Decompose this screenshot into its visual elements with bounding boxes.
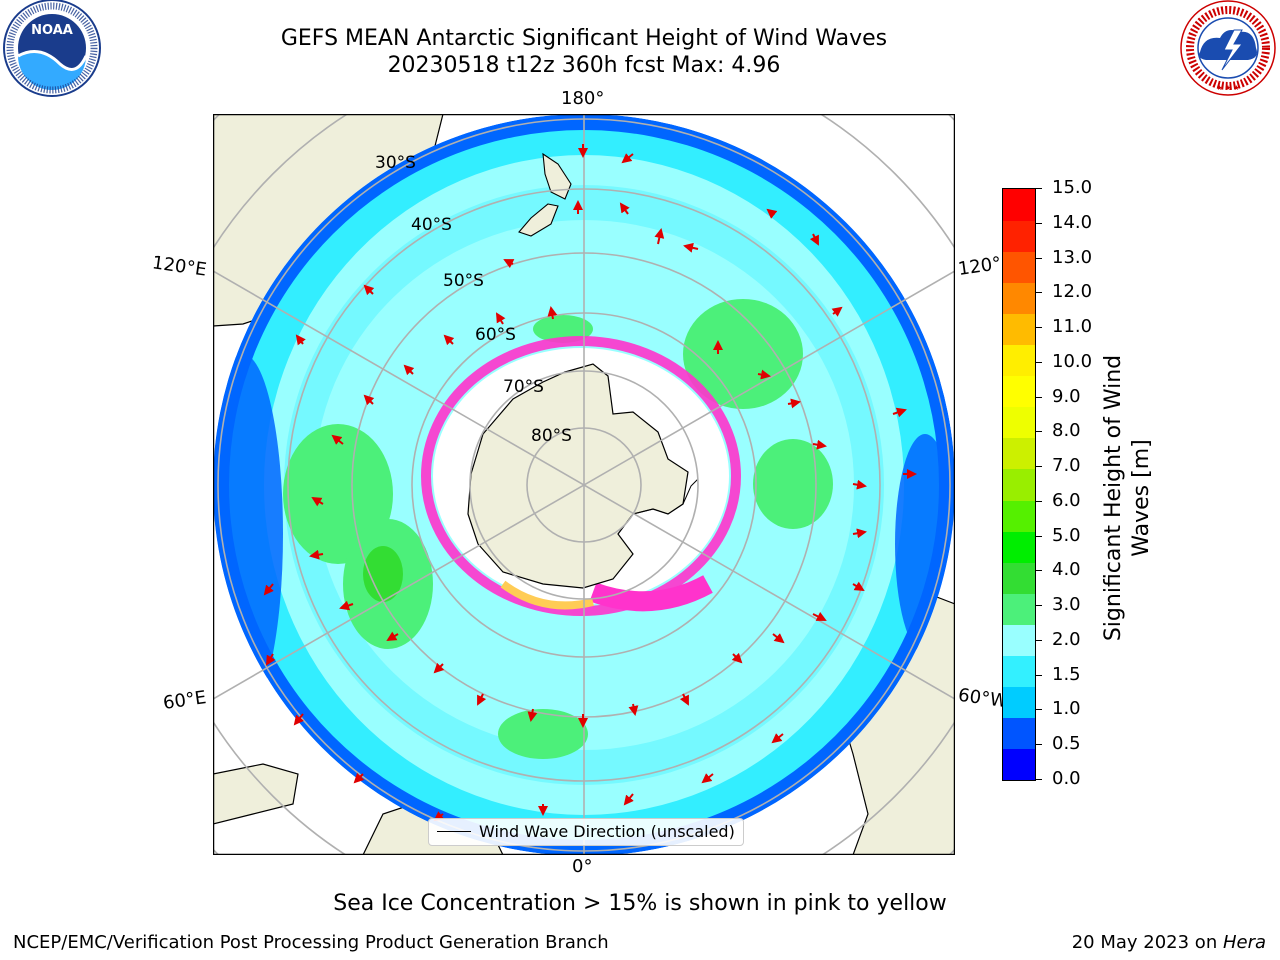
- colorbar-segment: [1003, 313, 1035, 345]
- colorbar-tick-label: 1.0: [1052, 698, 1081, 720]
- colorbar-segment: [1003, 748, 1035, 781]
- lon-label-60e: 60°E: [161, 687, 208, 714]
- colorbar-segment: [1003, 686, 1035, 719]
- colorbar-tick-mark: [1036, 222, 1042, 224]
- colorbar-segment: [1003, 375, 1035, 408]
- colorbar-segment: [1003, 562, 1035, 594]
- legend-label: Wind Wave Direction (unscaled): [479, 822, 735, 841]
- colorbar-segment: [1003, 468, 1035, 501]
- colorbar-tick-label: 8.0: [1052, 420, 1081, 442]
- colorbar-tick-label: 0.5: [1052, 733, 1081, 755]
- colorbar-tick-label: 6.0: [1052, 489, 1081, 511]
- lon-label-0: 0°: [572, 856, 593, 877]
- polar-map: 30°S 40°S 50°S 60°S 70°S 80°S: [213, 114, 955, 855]
- new-zealand-south: [518, 203, 559, 237]
- colorbar-tick-label: 5.0: [1052, 524, 1081, 546]
- nws-logo: ★ ★ ★: [1178, 0, 1278, 100]
- lon-label-120w: 120°: [956, 253, 1003, 280]
- colorbar-tick-mark: [1036, 292, 1042, 294]
- colorbar-title-line1: Significant Height of Wind: [1101, 354, 1126, 642]
- colorbar-tick-label: 4.0: [1052, 559, 1081, 581]
- lon-label-120e: 120°E: [150, 252, 208, 281]
- colorbar-tick-label: 3.0: [1052, 594, 1081, 616]
- lat-label-60s: 60°S: [475, 325, 516, 345]
- colorbar-tick-mark: [1036, 188, 1042, 189]
- colorbar-title-line2: Waves [m]: [1129, 439, 1154, 557]
- colorbar-segment: [1003, 717, 1035, 750]
- colorbar-tick-label: 0.0: [1052, 768, 1081, 789]
- footer-date-text: 20 May 2023 on: [1071, 932, 1223, 953]
- colorbar-tick-mark: [1036, 709, 1042, 711]
- colorbar-tick-label: 15.0: [1052, 177, 1093, 198]
- colorbar-tick-label: 2.0: [1052, 628, 1081, 650]
- colorbar-tick-label: 12.0: [1052, 281, 1093, 303]
- colorbar-segment: [1003, 531, 1035, 563]
- map-canvas: 30°S 40°S 50°S 60°S 70°S 80°S: [213, 114, 955, 855]
- noaa-logo: NOAA: [0, 0, 104, 100]
- colorbar-tick-mark: [1036, 605, 1042, 607]
- colorbar-segment: [1003, 282, 1035, 314]
- colorbar-tick-label: 7.0: [1052, 455, 1081, 477]
- footer-date: 20 May 2023 on Hera: [1072, 932, 1266, 953]
- colorbar-tick-label: 11.0: [1052, 316, 1093, 338]
- lat-label-30s: 30°S: [375, 153, 416, 173]
- wind-wave-arrows: [263, 144, 917, 822]
- colorbar-segment: [1003, 251, 1035, 283]
- footer-branch: NCEP/EMC/Verification Post Processing Pr…: [13, 932, 609, 953]
- colorbar-segment: [1003, 655, 1035, 688]
- colorbar-tick-label: 10.0: [1052, 350, 1093, 372]
- lat-label-50s: 50°S: [443, 271, 484, 291]
- colorbar-tick-mark: [1036, 466, 1042, 468]
- colorbar-tick-mark: [1036, 744, 1042, 746]
- lat-label-40s: 40°S: [411, 215, 452, 235]
- lat-label-80s: 80°S: [531, 426, 572, 446]
- colorbar-segment: [1003, 437, 1035, 470]
- colorbar-tick-mark: [1036, 327, 1042, 329]
- colorbar-tick-mark: [1036, 500, 1042, 502]
- colorbar-tick-mark: [1036, 779, 1042, 780]
- colorbar-tick-mark: [1036, 535, 1042, 537]
- colorbar-tick-mark: [1036, 431, 1042, 433]
- colorbar-segment: [1003, 189, 1035, 221]
- colorbar-tick-label: 13.0: [1052, 246, 1093, 268]
- svg-text:★ ★ ★: ★ ★ ★: [1216, 84, 1239, 92]
- colorbar-tick-mark: [1036, 361, 1042, 363]
- colorbar: [1002, 188, 1036, 781]
- noaa-logo-text: NOAA: [31, 23, 73, 38]
- lon-label-180: 180°: [561, 88, 605, 109]
- legend-line-icon: [437, 831, 471, 832]
- colorbar-tick-mark: [1036, 396, 1042, 398]
- colorbar-segment: [1003, 500, 1035, 532]
- colorbar-tick-mark: [1036, 674, 1042, 676]
- colorbar-segment: [1003, 220, 1035, 252]
- africa-land: [213, 763, 299, 825]
- colorbar-tick-label: 9.0: [1052, 385, 1081, 407]
- sea-ice-caption: Sea Ice Concentration > 15% is shown in …: [333, 891, 947, 916]
- colorbar-segment: [1003, 406, 1035, 439]
- plot-subtitle: 20230518 t12z 360h fcst Max: 4.96: [387, 53, 781, 78]
- new-zealand-north: [542, 152, 572, 200]
- colorbar-segment: [1003, 593, 1035, 625]
- colorbar-tick-mark: [1036, 570, 1042, 572]
- plot-title: GEFS MEAN Antarctic Significant Height o…: [280, 26, 888, 51]
- colorbar-tick-mark: [1036, 639, 1042, 641]
- colorbar-tick-mark: [1036, 257, 1042, 259]
- colorbar-tick-label: 14.0: [1052, 211, 1093, 233]
- colorbar-title: Significant Height of Wind Waves [m]: [1100, 353, 1156, 643]
- footer-host: Hera: [1222, 932, 1266, 953]
- map-legend: Wind Wave Direction (unscaled): [428, 818, 744, 846]
- colorbar-segment: [1003, 624, 1035, 657]
- colorbar-tick-label: 1.5: [1052, 663, 1081, 685]
- colorbar-segment: [1003, 344, 1035, 377]
- lat-label-70s: 70°S: [503, 377, 544, 397]
